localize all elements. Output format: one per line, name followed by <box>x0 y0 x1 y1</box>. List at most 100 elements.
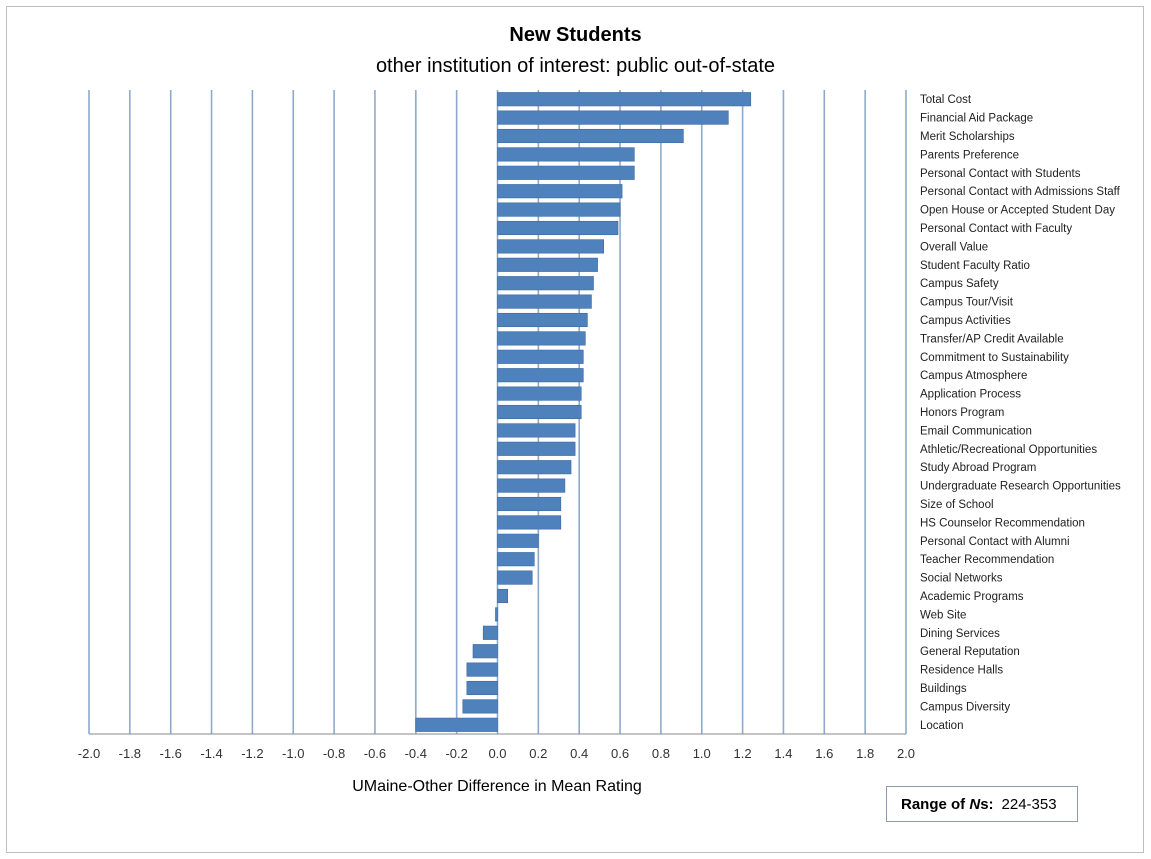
category-label: Overall Value <box>920 241 988 253</box>
category-label: Residence Halls <box>920 665 1003 677</box>
category-label: Buildings <box>920 683 967 695</box>
range-label: Range of Ns: <box>901 795 994 813</box>
category-labels: Total Cost Financial Aid Package Merit Sch… <box>920 94 1121 732</box>
category-label: Web Site <box>920 609 966 621</box>
x-tick-label: 2.0 <box>897 746 915 761</box>
bar <box>497 515 562 530</box>
bar <box>497 202 621 217</box>
category-label: HS Counselor Recommendation <box>920 517 1085 529</box>
bar <box>497 312 588 328</box>
x-tick-label: -1.2 <box>241 746 263 761</box>
category-label: Size of School <box>920 499 994 511</box>
x-tick-label: 0.0 <box>488 746 506 761</box>
bar <box>497 184 623 199</box>
x-tick-label: -0.2 <box>445 746 467 761</box>
x-tick-label: -0.4 <box>405 746 427 761</box>
x-tick-label: 1.4 <box>774 746 792 761</box>
x-tick-label: -0.6 <box>364 746 386 761</box>
bar <box>497 533 539 548</box>
x-tick-label: 1.0 <box>693 746 711 761</box>
category-label: Campus Activities <box>920 315 1011 327</box>
bar <box>497 496 562 512</box>
bar <box>497 478 566 493</box>
bar <box>497 165 635 180</box>
x-tick-label: 0.6 <box>611 746 629 761</box>
category-label: Email Communication <box>920 425 1032 437</box>
bar <box>497 570 533 585</box>
bar <box>497 294 592 309</box>
bar <box>497 588 509 604</box>
x-tick-label: 0.8 <box>652 746 670 761</box>
x-tick-label: 1.2 <box>734 746 752 761</box>
category-label: Student Faculty Ratio <box>920 260 1030 272</box>
bar <box>497 423 576 438</box>
x-tick-label: -0.8 <box>323 746 345 761</box>
bar <box>466 680 498 696</box>
x-tick-label: -1.4 <box>200 746 222 761</box>
bar <box>497 147 635 162</box>
bar <box>497 128 684 144</box>
category-label: Study Abroad Program <box>920 462 1036 474</box>
bar <box>497 368 584 383</box>
category-label: Undergraduate Research Opportunities <box>920 481 1121 493</box>
bar <box>482 625 498 640</box>
bar <box>462 699 498 714</box>
bar <box>497 441 576 456</box>
bar <box>497 110 729 125</box>
bar <box>466 662 498 677</box>
category-label: Campus Atmosphere <box>920 370 1027 382</box>
bar <box>497 257 598 272</box>
x-tick-label: -1.8 <box>119 746 141 761</box>
category-label: Parents Preference <box>920 149 1019 161</box>
bars <box>415 92 752 732</box>
bar <box>497 349 584 364</box>
bar <box>497 220 619 236</box>
category-label: Honors Program <box>920 407 1004 419</box>
category-label: Campus Safety <box>920 278 999 290</box>
category-label: Personal Contact with Admissions Staff <box>920 186 1121 198</box>
bar <box>497 404 582 420</box>
category-label: Merit Scholarships <box>920 131 1015 143</box>
category-label: Teacher Recommendation <box>920 554 1054 566</box>
category-label: Dining Services <box>920 628 1000 640</box>
category-label: Personal Contact with Faculty <box>920 223 1072 235</box>
chart-subtitle: other institution of interest: public ou… <box>375 55 776 77</box>
category-label: Campus Tour/Visit <box>920 297 1014 309</box>
category-label: Academic Programs <box>920 591 1024 603</box>
x-tick-label: 1.6 <box>815 746 833 761</box>
category-label: Commitment to Sustainability <box>920 352 1069 364</box>
x-axis-title: UMaine-Other Difference in Mean Rating <box>352 778 642 795</box>
category-label: Personal Contact with Alumni <box>920 536 1070 548</box>
category-label: Location <box>920 720 963 732</box>
x-tick-label: 0.4 <box>570 746 588 761</box>
category-label: Financial Aid Package <box>920 113 1033 125</box>
category-label: Total Cost <box>920 94 972 106</box>
category-label: Campus Diversity <box>920 701 1010 713</box>
x-tick-label: -1.0 <box>282 746 304 761</box>
x-tick-label: -2.0 <box>78 746 100 761</box>
bar <box>497 460 572 475</box>
grid-lines <box>88 90 907 734</box>
x-axis: -2.0 -1.8 -1.6 -1.4 -1.2 -1.0 -0.8 -0.6 -0.4 -0.2… <box>78 733 915 761</box>
x-tick-label: 1.8 <box>856 746 874 761</box>
bar <box>497 552 535 567</box>
category-label: Transfer/AP Credit Available <box>920 333 1064 345</box>
range-value: 224-353 <box>1001 795 1057 813</box>
bar <box>415 717 498 732</box>
bar <box>495 607 498 622</box>
bar <box>497 239 605 254</box>
category-label: Athletic/Recreational Opportunities <box>920 444 1097 456</box>
bar <box>497 386 582 401</box>
x-tick-label: 0.2 <box>529 746 547 761</box>
bar <box>497 331 586 346</box>
range-of-ns-box: Range of Ns: 224-353 <box>886 786 1078 822</box>
category-label: Application Process <box>920 389 1021 401</box>
chart-title: New Students <box>509 24 642 46</box>
bar <box>497 276 594 291</box>
bar <box>472 644 498 659</box>
category-label: Social Networks <box>920 573 1003 585</box>
x-tick-label: -1.6 <box>159 746 181 761</box>
category-label: General Reputation <box>920 646 1020 658</box>
bar <box>497 92 752 107</box>
